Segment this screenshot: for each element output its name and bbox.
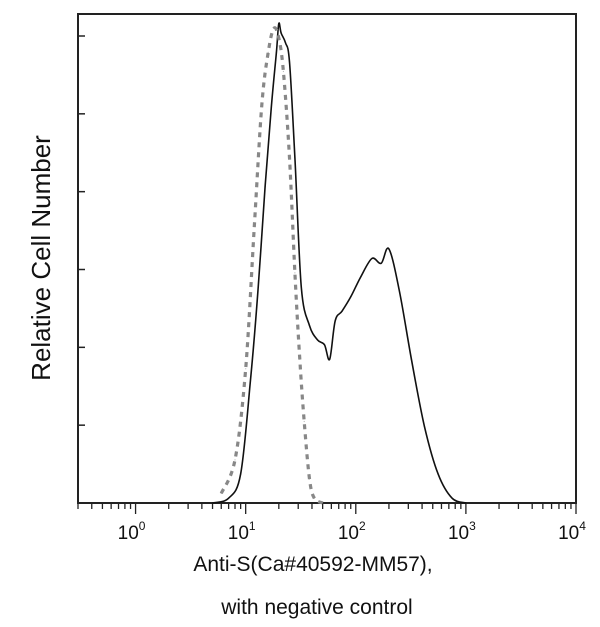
series-0-point	[264, 186, 266, 188]
y-axis-label: Relative Cell Number	[26, 135, 56, 381]
x-tick-label: 103	[448, 519, 476, 544]
series-1-point	[220, 492, 222, 494]
series-0-point	[240, 473, 242, 475]
y-axis-ticks	[78, 35, 85, 426]
series-1-point	[253, 224, 255, 226]
series-0-point	[270, 109, 272, 111]
sample-curve	[212, 22, 467, 504]
x-tick-label: 101	[228, 519, 256, 544]
series-0-point	[288, 61, 291, 63]
series-0-point	[257, 286, 259, 288]
x-tick-label: 102	[338, 519, 366, 544]
series-1-point	[299, 358, 301, 360]
series-0-point	[359, 277, 361, 279]
series-0-point	[308, 325, 311, 327]
plot-frame	[77, 13, 577, 504]
series-0-point	[465, 502, 467, 504]
series-1-point	[261, 104, 263, 106]
series-1-point	[267, 51, 269, 54]
series-0-point	[334, 320, 336, 322]
series-0-point	[249, 382, 251, 384]
series-0-point	[410, 358, 412, 360]
x-axis-tick-labels: 100 101 102 103 104	[118, 519, 587, 544]
series-1-point	[308, 478, 311, 480]
series-0-point	[423, 425, 425, 427]
series-0-point	[300, 286, 302, 288]
x-axis-ticks	[77, 503, 577, 514]
series-0-point	[399, 291, 401, 293]
series-0-point	[294, 157, 296, 159]
series-0-point	[437, 473, 439, 475]
series-0-point	[451, 497, 453, 499]
series-1-point	[278, 37, 280, 39]
x-axis-label-line2: with negative control	[220, 596, 412, 619]
x-axis-label: Anti-S(Ca#40592-MM57),	[193, 553, 432, 576]
series-1-point	[303, 420, 305, 423]
series-1-point	[273, 27, 275, 29]
series-1-point	[313, 497, 315, 499]
series-1-point	[322, 502, 324, 504]
series-0-point	[329, 358, 331, 360]
series-0-point	[228, 497, 230, 499]
series-1-point	[234, 459, 236, 461]
series-1-point	[245, 368, 247, 370]
x-tick-label: 104	[558, 519, 586, 544]
series-0-point	[317, 339, 319, 341]
x-tick-label: 100	[118, 519, 146, 544]
series-0-point	[323, 344, 326, 346]
series-0-point	[371, 257, 373, 260]
series-1-point	[288, 157, 291, 159]
series-1-point	[294, 272, 296, 274]
series-0-point	[275, 51, 277, 54]
series-0-point	[380, 262, 382, 264]
series-0-point	[211, 502, 214, 504]
series-0-point	[278, 23, 280, 25]
series-0-point	[388, 248, 390, 250]
series-layer	[211, 22, 467, 505]
series-0-point	[284, 42, 287, 44]
series-0-point	[350, 296, 352, 298]
series-0-point	[341, 310, 343, 312]
series-0-point	[280, 32, 282, 34]
series-1-point	[282, 70, 284, 73]
